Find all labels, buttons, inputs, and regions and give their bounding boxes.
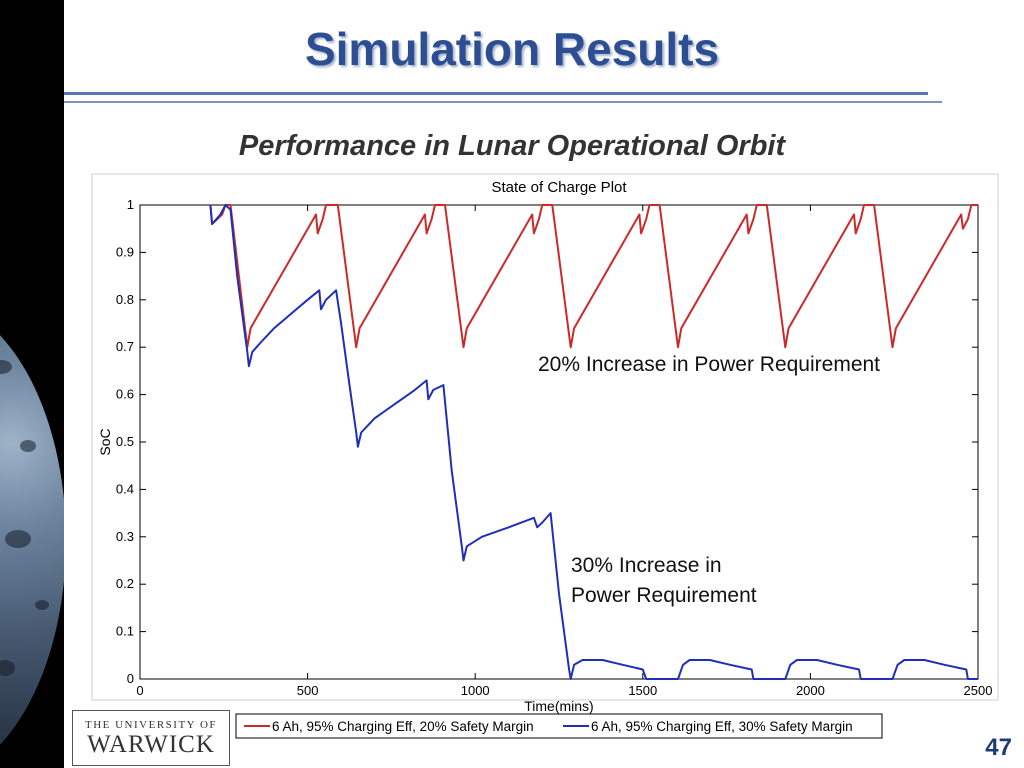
annotation-red: 20% Increase in Power Requirement xyxy=(538,353,881,376)
y-tick-label: 0.3 xyxy=(116,529,134,544)
x-axis-label: Time(mins) xyxy=(524,698,593,714)
x-tick-label: 2500 xyxy=(964,683,993,698)
y-tick-label: 0.1 xyxy=(116,624,134,639)
y-tick-label: 1 xyxy=(127,197,134,212)
legend-box xyxy=(235,713,883,739)
legend-label-red: 6 Ah, 95% Charging Eff, 20% Safety Margi… xyxy=(272,719,534,734)
x-tick-label: 2000 xyxy=(796,683,825,698)
annotation-blue-line1: 30% Increase in xyxy=(571,554,722,577)
plot-area xyxy=(139,204,979,680)
moon-sidebar xyxy=(0,0,64,768)
y-tick-label: 0.9 xyxy=(116,244,134,259)
y-tick-label: 0.2 xyxy=(116,576,134,591)
y-tick-label: 0.8 xyxy=(116,292,134,307)
y-tick-label: 0.4 xyxy=(116,481,134,496)
slide-subtitle: Performance in Lunar Operational Orbit xyxy=(238,130,786,162)
y-axis-label: SoC xyxy=(97,428,113,455)
x-tick-label: 0 xyxy=(136,683,143,698)
y-tick-label: 0.6 xyxy=(116,387,134,402)
series-lines xyxy=(209,204,978,680)
axis-ticks: 0 500 1000 1500 2000 2500 0 0.1 0.2 0.3 0.4 0.5 0.6 0… xyxy=(116,197,993,698)
y-tick-label: 0.5 xyxy=(116,434,134,449)
x-tick-label: 1500 xyxy=(628,683,657,698)
title-rule-bottom xyxy=(64,101,942,103)
series-line-red xyxy=(209,204,978,349)
university-logo: THE UNIVERSITY OF WARWICK xyxy=(72,710,230,766)
y-tick-label: 0 xyxy=(127,671,134,686)
y-tick-label: 0.7 xyxy=(116,339,134,354)
x-tick-label: 1000 xyxy=(461,683,490,698)
series-line-blue xyxy=(209,204,978,680)
legend-label-blue: 6 Ah, 95% Charging Eff, 30% Safety Margi… xyxy=(591,719,853,734)
page-number: 47 xyxy=(985,734,1012,761)
logo-text-top: THE UNIVERSITY OF xyxy=(84,719,218,731)
title-rule-top xyxy=(64,92,928,95)
chart-title: State of Charge Plot xyxy=(491,179,627,196)
legend: 6 Ah, 95% Charging Eff, 20% Safety Margi… xyxy=(235,713,883,739)
x-tick-label: 500 xyxy=(297,683,319,698)
logo-text-bottom: WARWICK xyxy=(87,731,215,758)
annotation-blue-line2: Power Requirement xyxy=(571,584,757,607)
slide-title: Simulation Results xyxy=(304,23,720,75)
